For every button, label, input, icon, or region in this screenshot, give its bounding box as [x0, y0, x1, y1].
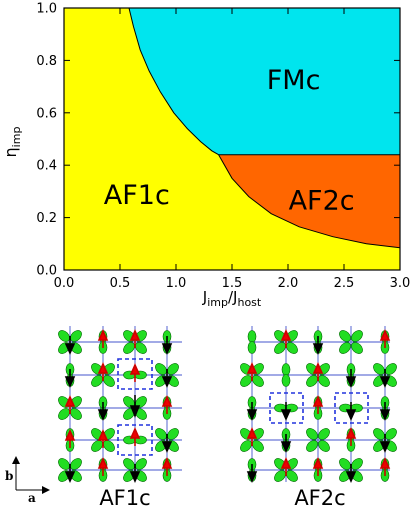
x-axis-label-main: J: [202, 288, 207, 306]
spin-panel-af1c: AF1c: [55, 326, 182, 510]
panel-label-af1c: AF1c: [99, 486, 150, 510]
y-tick-label: 0.0: [36, 264, 57, 279]
y-tick-label: 1.0: [36, 2, 57, 17]
x-axis-label-sub2: host: [237, 296, 261, 309]
crystal-axes: b a: [5, 456, 50, 505]
x-tick-label: 2.0: [278, 276, 299, 291]
region-label-fmc: FMc: [267, 65, 321, 96]
y-ticks: 0.0 0.2 0.4 0.6 0.8 1.0: [36, 2, 400, 279]
y-axis-label: ηimp: [1, 127, 23, 158]
panel-label-af2c: AF2c: [294, 486, 345, 510]
x-ticks: 0.0 0.5 1.0 1.5 2.0 2.5 3.0: [54, 8, 411, 291]
x-axis-label-sub1: imp: [207, 296, 228, 309]
orbitals-af1c: [55, 327, 182, 485]
phase-diagram: 0.0 0.5 1.0 1.5 2.0 2.5 3.0 0.0 0.2 0.4 0.6 0.8 1.0…: [1, 2, 410, 310]
impurity-box: [117, 424, 153, 456]
y-tick-label: 0.8: [36, 54, 57, 69]
y-axis-label-main: η: [1, 147, 20, 157]
impurity-box: [334, 392, 369, 424]
x-axis-label-slash: /J: [228, 288, 237, 306]
spin-arrows-af2c: [246, 329, 391, 483]
boundary-af1c-fmc: [128, 7, 219, 156]
impurity-box: [269, 392, 304, 424]
y-tick-label: 0.2: [36, 211, 57, 226]
region-label-af1c: AF1c: [104, 180, 170, 211]
region-label-af2c: AF2c: [289, 185, 355, 216]
impurity-box: [117, 358, 153, 390]
y-tick-label: 0.4: [36, 159, 57, 174]
region-af2c: [218, 154, 400, 248]
y-axis-label-sub: imp: [10, 127, 23, 148]
spin-arrows-af1c: [64, 329, 173, 483]
x-axis-label: Jimp/Jhost: [202, 288, 262, 309]
x-tick-label: 3.0: [390, 276, 411, 291]
x-tick-label: 2.5: [334, 276, 355, 291]
boundary-af1c-af2c: [218, 154, 401, 249]
x-tick-label: 1.0: [166, 276, 187, 291]
axis-b-label: b: [5, 469, 13, 483]
x-tick-label: 0.0: [54, 276, 75, 291]
x-tick-label: 0.5: [110, 276, 131, 291]
y-tick-label: 0.6: [36, 106, 57, 121]
spin-panel-af2c: AF2c: [237, 326, 400, 510]
x-tick-label: 1.5: [222, 276, 243, 291]
axis-a-label: a: [28, 491, 36, 505]
region-fmc: [129, 8, 400, 155]
